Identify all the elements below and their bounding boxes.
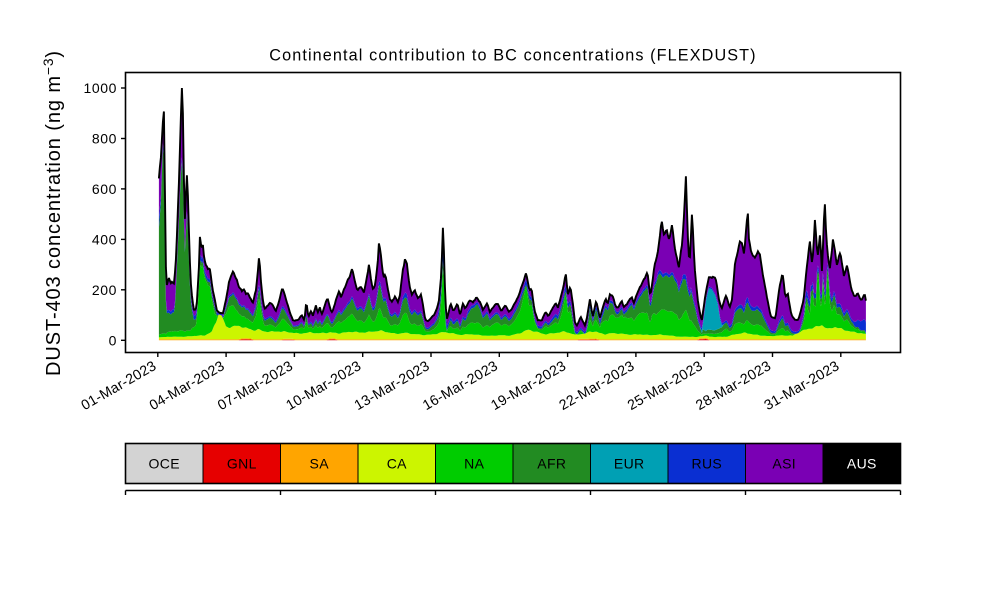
svg-text:200: 200: [92, 282, 117, 298]
svg-text:400: 400: [92, 231, 117, 247]
svg-text:DUST-403 concentration (ng m−3: DUST-403 concentration (ng m−3): [41, 50, 66, 376]
svg-text:GNL: GNL: [227, 456, 257, 472]
svg-text:OCE: OCE: [149, 456, 180, 472]
svg-text:Continental contribution to BC: Continental contribution to BC concentra…: [269, 47, 756, 65]
svg-text:ASI: ASI: [772, 456, 796, 472]
svg-text:NA: NA: [464, 456, 484, 472]
svg-text:AUS: AUS: [847, 456, 877, 472]
svg-text:AFR: AFR: [537, 456, 566, 472]
svg-text:0: 0: [109, 332, 117, 348]
svg-text:RUS: RUS: [691, 456, 722, 472]
svg-text:800: 800: [92, 131, 117, 147]
svg-text:1000: 1000: [83, 80, 117, 96]
svg-text:EUR: EUR: [614, 456, 645, 472]
svg-text:SA: SA: [310, 456, 330, 472]
svg-text:CA: CA: [387, 456, 407, 472]
svg-text:600: 600: [92, 181, 117, 197]
